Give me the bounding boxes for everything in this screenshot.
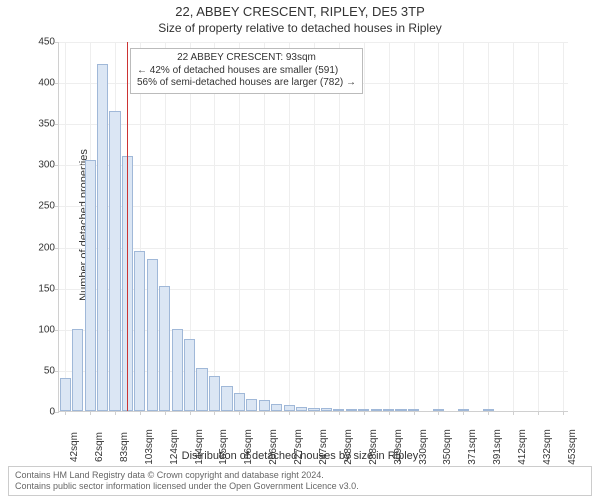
gridline-vertical: [389, 42, 390, 411]
annotation-line: 56% of semi-detached houses are larger (…: [137, 77, 356, 90]
title-block: 22, ABBEY CRESCENT, RIPLEY, DE5 3TP Size…: [0, 0, 600, 35]
xtick-mark: [140, 411, 141, 415]
annotation-line: 22 ABBEY CRESCENT: 93sqm: [137, 52, 356, 65]
histogram-bar: [234, 393, 245, 411]
xtick-mark: [339, 411, 340, 415]
ytick-mark: [55, 124, 59, 125]
ytick-mark: [55, 289, 59, 290]
ytick-mark: [55, 42, 59, 43]
gridline-vertical: [289, 42, 290, 411]
xtick-mark: [214, 411, 215, 415]
histogram-bar: [134, 251, 145, 411]
histogram-bar: [321, 408, 332, 411]
ytick-mark: [55, 165, 59, 166]
histogram-bar: [184, 339, 195, 411]
property-marker-line: [127, 42, 128, 411]
histogram-bar: [395, 409, 406, 411]
xtick-mark: [364, 411, 365, 415]
footer-attribution: Contains HM Land Registry data © Crown c…: [8, 466, 592, 497]
xtick-mark: [90, 411, 91, 415]
ytick-mark: [55, 412, 59, 413]
histogram-bar: [371, 409, 382, 411]
gridline-vertical: [364, 42, 365, 411]
xtick-mark: [65, 411, 66, 415]
footer-line-2: Contains public sector information licen…: [15, 481, 585, 492]
ytick-mark: [55, 206, 59, 207]
xtick-mark: [190, 411, 191, 415]
xtick-mark: [239, 411, 240, 415]
xtick-mark: [289, 411, 290, 415]
histogram-bar: [72, 329, 83, 411]
histogram-bar: [246, 399, 257, 411]
histogram-bar: [159, 286, 170, 411]
gridline-vertical: [438, 42, 439, 411]
histogram-bar: [85, 160, 96, 411]
gridline-vertical: [488, 42, 489, 411]
xtick-mark: [463, 411, 464, 415]
gridline-vertical: [214, 42, 215, 411]
histogram-bar: [172, 329, 183, 411]
xtick-mark: [165, 411, 166, 415]
xtick-mark: [513, 411, 514, 415]
ytick-mark: [55, 248, 59, 249]
annotation-line: ← 42% of detached houses are smaller (59…: [137, 65, 356, 78]
histogram-bar: [196, 368, 207, 411]
gridline-vertical: [538, 42, 539, 411]
gridline-vertical: [414, 42, 415, 411]
chart-title: 22, ABBEY CRESCENT, RIPLEY, DE5 3TP: [0, 4, 600, 19]
histogram-bar: [346, 409, 357, 411]
histogram-bar: [209, 376, 220, 411]
xtick-mark: [414, 411, 415, 415]
gridline-vertical: [463, 42, 464, 411]
histogram-bar: [259, 400, 270, 411]
xtick-mark: [488, 411, 489, 415]
xtick-mark: [438, 411, 439, 415]
footer-line-1: Contains HM Land Registry data © Crown c…: [15, 470, 585, 481]
histogram-bar: [271, 404, 282, 411]
histogram-bar: [296, 407, 307, 411]
chart-area: 05010015020025030035040045042sqm62sqm83s…: [58, 42, 568, 412]
xtick-mark: [115, 411, 116, 415]
histogram-bar: [97, 64, 108, 411]
xtick-mark: [563, 411, 564, 415]
gridline-vertical: [65, 42, 66, 411]
gridline-vertical: [239, 42, 240, 411]
histogram-bar: [60, 378, 71, 411]
xtick-mark: [389, 411, 390, 415]
gridline-vertical: [314, 42, 315, 411]
ytick-mark: [55, 330, 59, 331]
gridline-vertical: [264, 42, 265, 411]
histogram-bar: [109, 111, 120, 411]
ytick-mark: [55, 371, 59, 372]
annotation-box: 22 ABBEY CRESCENT: 93sqm← 42% of detache…: [130, 48, 363, 94]
plot-region: 05010015020025030035040045042sqm62sqm83s…: [58, 42, 568, 412]
xtick-mark: [264, 411, 265, 415]
xtick-mark: [314, 411, 315, 415]
histogram-bar: [221, 386, 232, 411]
xtick-mark: [538, 411, 539, 415]
x-axis-label: Distribution of detached houses by size …: [0, 450, 600, 462]
gridline-vertical: [339, 42, 340, 411]
histogram-bar: [147, 259, 158, 411]
gridline-vertical: [563, 42, 564, 411]
ytick-mark: [55, 83, 59, 84]
gridline-vertical: [513, 42, 514, 411]
chart-subtitle: Size of property relative to detached ho…: [0, 21, 600, 35]
